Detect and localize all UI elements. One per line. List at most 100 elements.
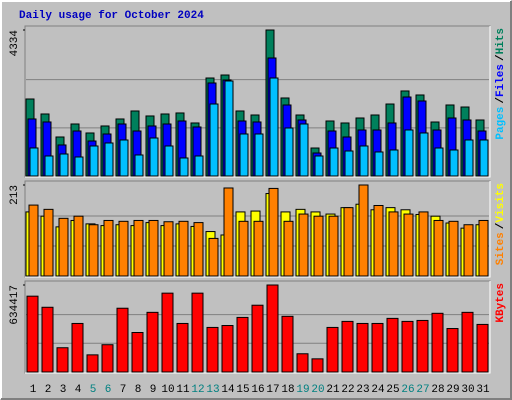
bar: [313, 215, 324, 277]
bar: [268, 187, 279, 277]
bar: [148, 219, 159, 277]
x-tick-label: 2: [45, 384, 52, 396]
y-tick-label: 4334: [9, 30, 21, 57]
bar: [179, 157, 189, 177]
bar: [163, 221, 174, 277]
bar: [419, 132, 429, 177]
x-tick-label: 10: [161, 384, 174, 396]
bar: [479, 139, 489, 177]
bar: [266, 284, 279, 373]
bar: [101, 344, 114, 373]
bar: [299, 123, 309, 177]
bar: [386, 317, 399, 373]
bar: [221, 325, 234, 373]
bar: [446, 328, 459, 373]
bar: [43, 208, 54, 277]
bar: [44, 155, 54, 177]
x-tick-label: 6: [105, 384, 112, 396]
bar: [298, 213, 309, 277]
bar: [431, 312, 444, 373]
bar: [389, 149, 399, 177]
bar: [328, 215, 339, 277]
x-tick-label: 22: [341, 384, 354, 396]
bar: [149, 137, 159, 177]
x-tick-label: 18: [281, 384, 294, 396]
bar: [194, 155, 204, 177]
bar: [56, 347, 69, 373]
bar: [59, 153, 69, 177]
bar: [131, 332, 144, 373]
bar: [343, 207, 354, 277]
bar: [358, 184, 369, 277]
bar: [374, 151, 384, 177]
x-tick-label: 31: [476, 384, 490, 396]
bar: [478, 219, 489, 277]
bar: [74, 156, 84, 177]
x-tick-label: 13: [206, 384, 219, 396]
bar: [104, 142, 114, 177]
bar: [58, 217, 69, 277]
bar: [164, 145, 174, 177]
x-tick-label: 1: [30, 384, 37, 396]
bar: [476, 323, 489, 373]
bar: [134, 154, 144, 177]
bar: [284, 127, 294, 177]
bar: [296, 353, 309, 373]
x-tick-label: 19: [296, 384, 309, 396]
x-tick-label: 11: [176, 384, 190, 396]
x-tick-label: 7: [120, 384, 127, 396]
bar: [326, 326, 339, 373]
legend: KBytes: [495, 283, 507, 323]
legend-entry: Pages: [495, 107, 507, 140]
bar: [449, 149, 459, 177]
bar: [28, 204, 39, 277]
bar: [238, 220, 249, 277]
bar: [236, 316, 249, 373]
bar: [88, 224, 99, 277]
bar: [403, 213, 414, 277]
bar: [373, 205, 384, 277]
x-tick-label: 24: [371, 384, 385, 396]
bar: [404, 129, 414, 177]
bar: [461, 311, 474, 373]
bar: [464, 139, 474, 177]
bar: [146, 311, 159, 373]
x-tick-label: 5: [90, 384, 97, 396]
x-tick-label: 3: [60, 384, 67, 396]
bar: [253, 220, 264, 277]
x-tick-label: 23: [356, 384, 369, 396]
bar: [388, 211, 399, 277]
bar: [223, 187, 234, 277]
x-tick-label: 28: [431, 384, 444, 396]
bar: [463, 224, 474, 277]
bar: [161, 292, 174, 373]
legend-entry: Visits: [495, 183, 507, 223]
x-tick-label: 25: [386, 384, 399, 396]
x-tick-label: 8: [135, 384, 142, 396]
x-tick-label: 27: [416, 384, 429, 396]
y-tick-label: 213: [9, 185, 21, 205]
bar: [418, 211, 429, 277]
bar: [251, 304, 264, 373]
bar: [208, 237, 219, 277]
legend-separator: /: [495, 54, 507, 61]
bar: [41, 306, 54, 373]
bar: [448, 220, 459, 277]
legend: Sites /Visits: [495, 183, 507, 265]
x-tick-label: 12: [191, 384, 204, 396]
bar: [314, 155, 324, 177]
bar: [344, 150, 354, 177]
bar: [133, 219, 144, 277]
bar: [26, 295, 39, 373]
bar: [359, 145, 369, 177]
legend-entry: Sites: [495, 232, 507, 265]
legend-separator: /: [495, 222, 507, 229]
bar: [71, 322, 84, 373]
bar: [269, 77, 279, 177]
bar: [356, 322, 369, 373]
bar: [86, 354, 99, 373]
